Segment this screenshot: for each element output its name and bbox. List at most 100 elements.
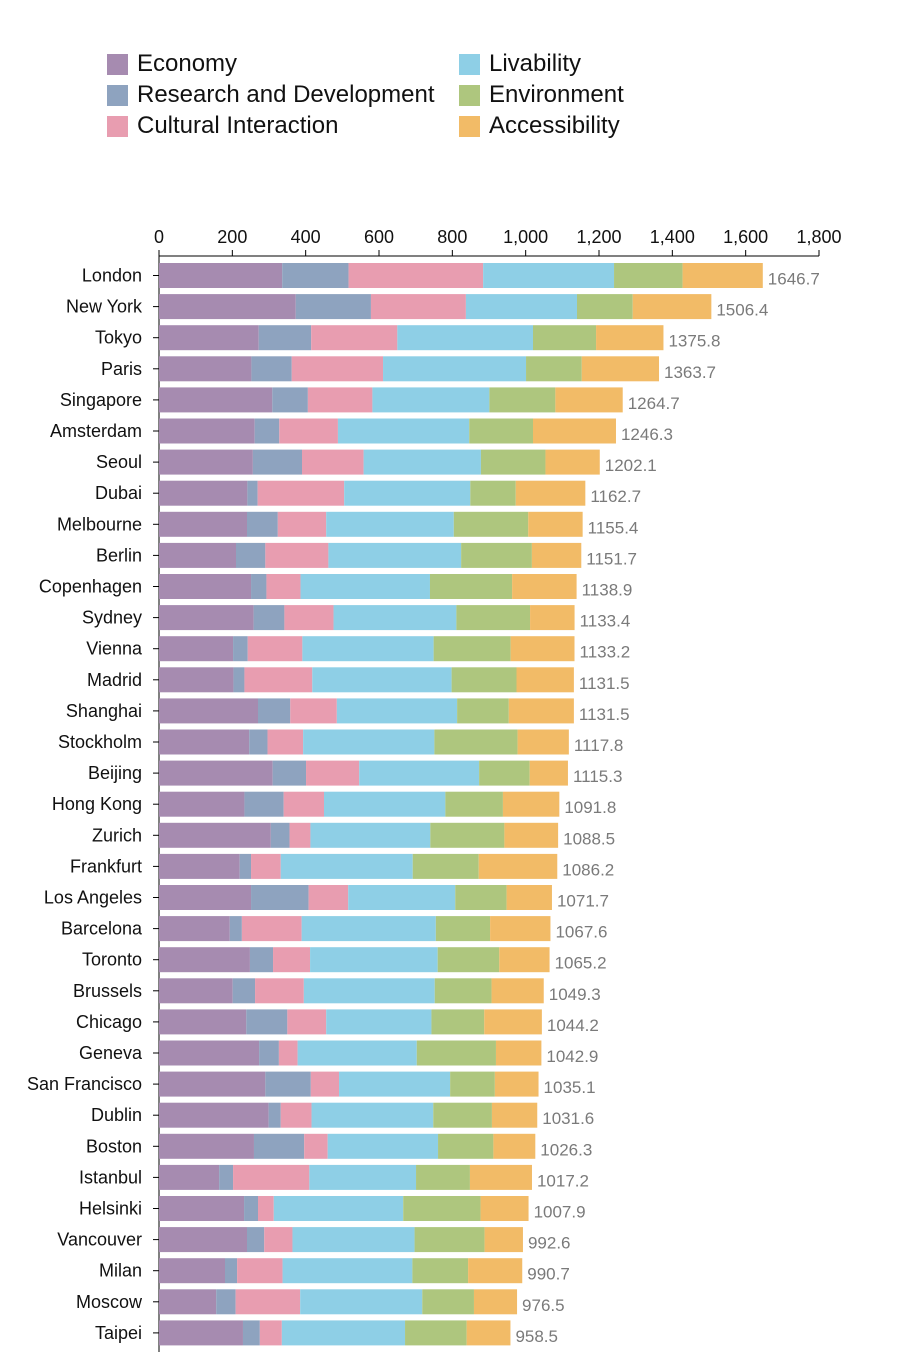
bar-segment	[232, 978, 256, 1004]
bar-segment	[159, 1102, 269, 1128]
bar-segment	[265, 542, 329, 568]
city-label: Hong Kong	[52, 794, 142, 814]
total-label: 1065.2	[555, 954, 607, 973]
x-tick-label: 0	[154, 227, 164, 247]
bar-segment	[494, 1071, 539, 1097]
bar-segment	[159, 1040, 260, 1066]
bar-segment	[412, 1258, 469, 1284]
total-label: 1155.4	[588, 518, 639, 537]
total-label: 1042.9	[546, 1047, 598, 1066]
bar-segment	[247, 511, 278, 537]
bar-segment	[251, 885, 309, 910]
bar-segment	[383, 356, 527, 382]
bar-segment	[241, 916, 302, 942]
bar-segment	[455, 885, 507, 910]
bar-segment	[282, 1258, 413, 1284]
bar-segment	[302, 449, 364, 475]
total-label: 1646.7	[768, 270, 820, 289]
bar-segment	[270, 822, 290, 848]
total-label: 1375.8	[668, 332, 720, 351]
bar-segment	[337, 418, 470, 444]
bar-segment	[251, 853, 281, 879]
bar-segment	[159, 387, 273, 413]
bar-segment	[529, 760, 568, 786]
bar-segment	[422, 1289, 474, 1315]
bar-segment	[433, 636, 511, 662]
bar-segment	[159, 574, 252, 599]
x-tick-label: 200	[217, 227, 247, 247]
bar-segment	[484, 1009, 542, 1035]
city-label: Madrid	[87, 670, 142, 690]
bar-segment	[434, 978, 492, 1004]
x-tick-label: 1,400	[650, 227, 695, 247]
bar-segment	[309, 1164, 417, 1190]
bar-segment	[333, 605, 457, 631]
total-label: 1162.7	[590, 487, 641, 506]
bar-segment	[247, 1227, 265, 1253]
legend-swatch	[107, 115, 128, 137]
bar-segment	[414, 1227, 485, 1253]
city-label: Los Angeles	[44, 888, 142, 908]
legend-label: Environment	[489, 81, 624, 108]
legend-swatch	[107, 53, 128, 75]
bar-segment	[249, 947, 274, 973]
bar-segment	[491, 978, 544, 1004]
bar-segment	[310, 1071, 340, 1097]
bar-segment	[531, 542, 582, 568]
bar-segment	[302, 636, 434, 662]
bar-segment	[300, 1289, 423, 1315]
bar-segment	[450, 1071, 495, 1097]
bar-segment	[159, 947, 250, 973]
city-label: Zurich	[92, 825, 142, 845]
bar-segment	[517, 729, 569, 755]
bar-segment	[253, 1133, 305, 1159]
bar-segment	[512, 574, 577, 599]
bar-segment	[268, 1102, 281, 1128]
bar-segment	[466, 1320, 511, 1346]
bar-segment	[251, 574, 267, 599]
bar-segment	[265, 1071, 311, 1097]
total-label: 1202.1	[605, 456, 657, 475]
bar-segment	[281, 1320, 406, 1346]
bar-segment	[577, 294, 633, 320]
bar-segment	[530, 605, 575, 631]
bar-segment	[159, 729, 250, 755]
bar-segment	[495, 1040, 542, 1066]
bar-segment	[327, 1133, 439, 1159]
bar-segment	[435, 916, 491, 942]
total-label: 1026.3	[540, 1140, 592, 1159]
bar-segment	[303, 978, 435, 1004]
city-label: Frankfurt	[70, 856, 142, 876]
bar-segment	[499, 947, 550, 973]
bar-segment	[470, 480, 516, 506]
total-label: 1115.3	[573, 767, 622, 786]
bar-segment	[461, 542, 532, 568]
city-label: Dubai	[95, 483, 142, 503]
bar-segment	[469, 1164, 532, 1190]
bar-segment	[159, 698, 258, 724]
bar-segment	[479, 760, 530, 786]
bar-segment	[244, 1196, 258, 1221]
city-label: Beijing	[88, 763, 142, 783]
x-tick-label: 600	[364, 227, 394, 247]
bar-segment	[456, 605, 531, 631]
bar-segment	[235, 1289, 301, 1315]
bar-segment	[300, 574, 430, 599]
bar-segment	[282, 263, 349, 288]
bar-segment	[502, 791, 560, 817]
total-label: 1133.2	[580, 643, 631, 662]
bar-segment	[219, 1164, 234, 1190]
bar-segment	[237, 1258, 283, 1284]
bar-segment	[480, 449, 546, 475]
bar-segment	[251, 356, 292, 382]
legend-label: Economy	[137, 50, 238, 77]
bar-segment	[159, 978, 233, 1004]
legend-label: Accessibility	[489, 112, 620, 139]
bar-segment	[159, 885, 252, 910]
city-label: Paris	[101, 359, 142, 379]
bar-segment	[291, 356, 384, 382]
bar-segment	[239, 853, 252, 879]
bar-segment	[328, 542, 462, 568]
bar-segment	[244, 791, 284, 817]
bar-segment	[247, 636, 303, 662]
